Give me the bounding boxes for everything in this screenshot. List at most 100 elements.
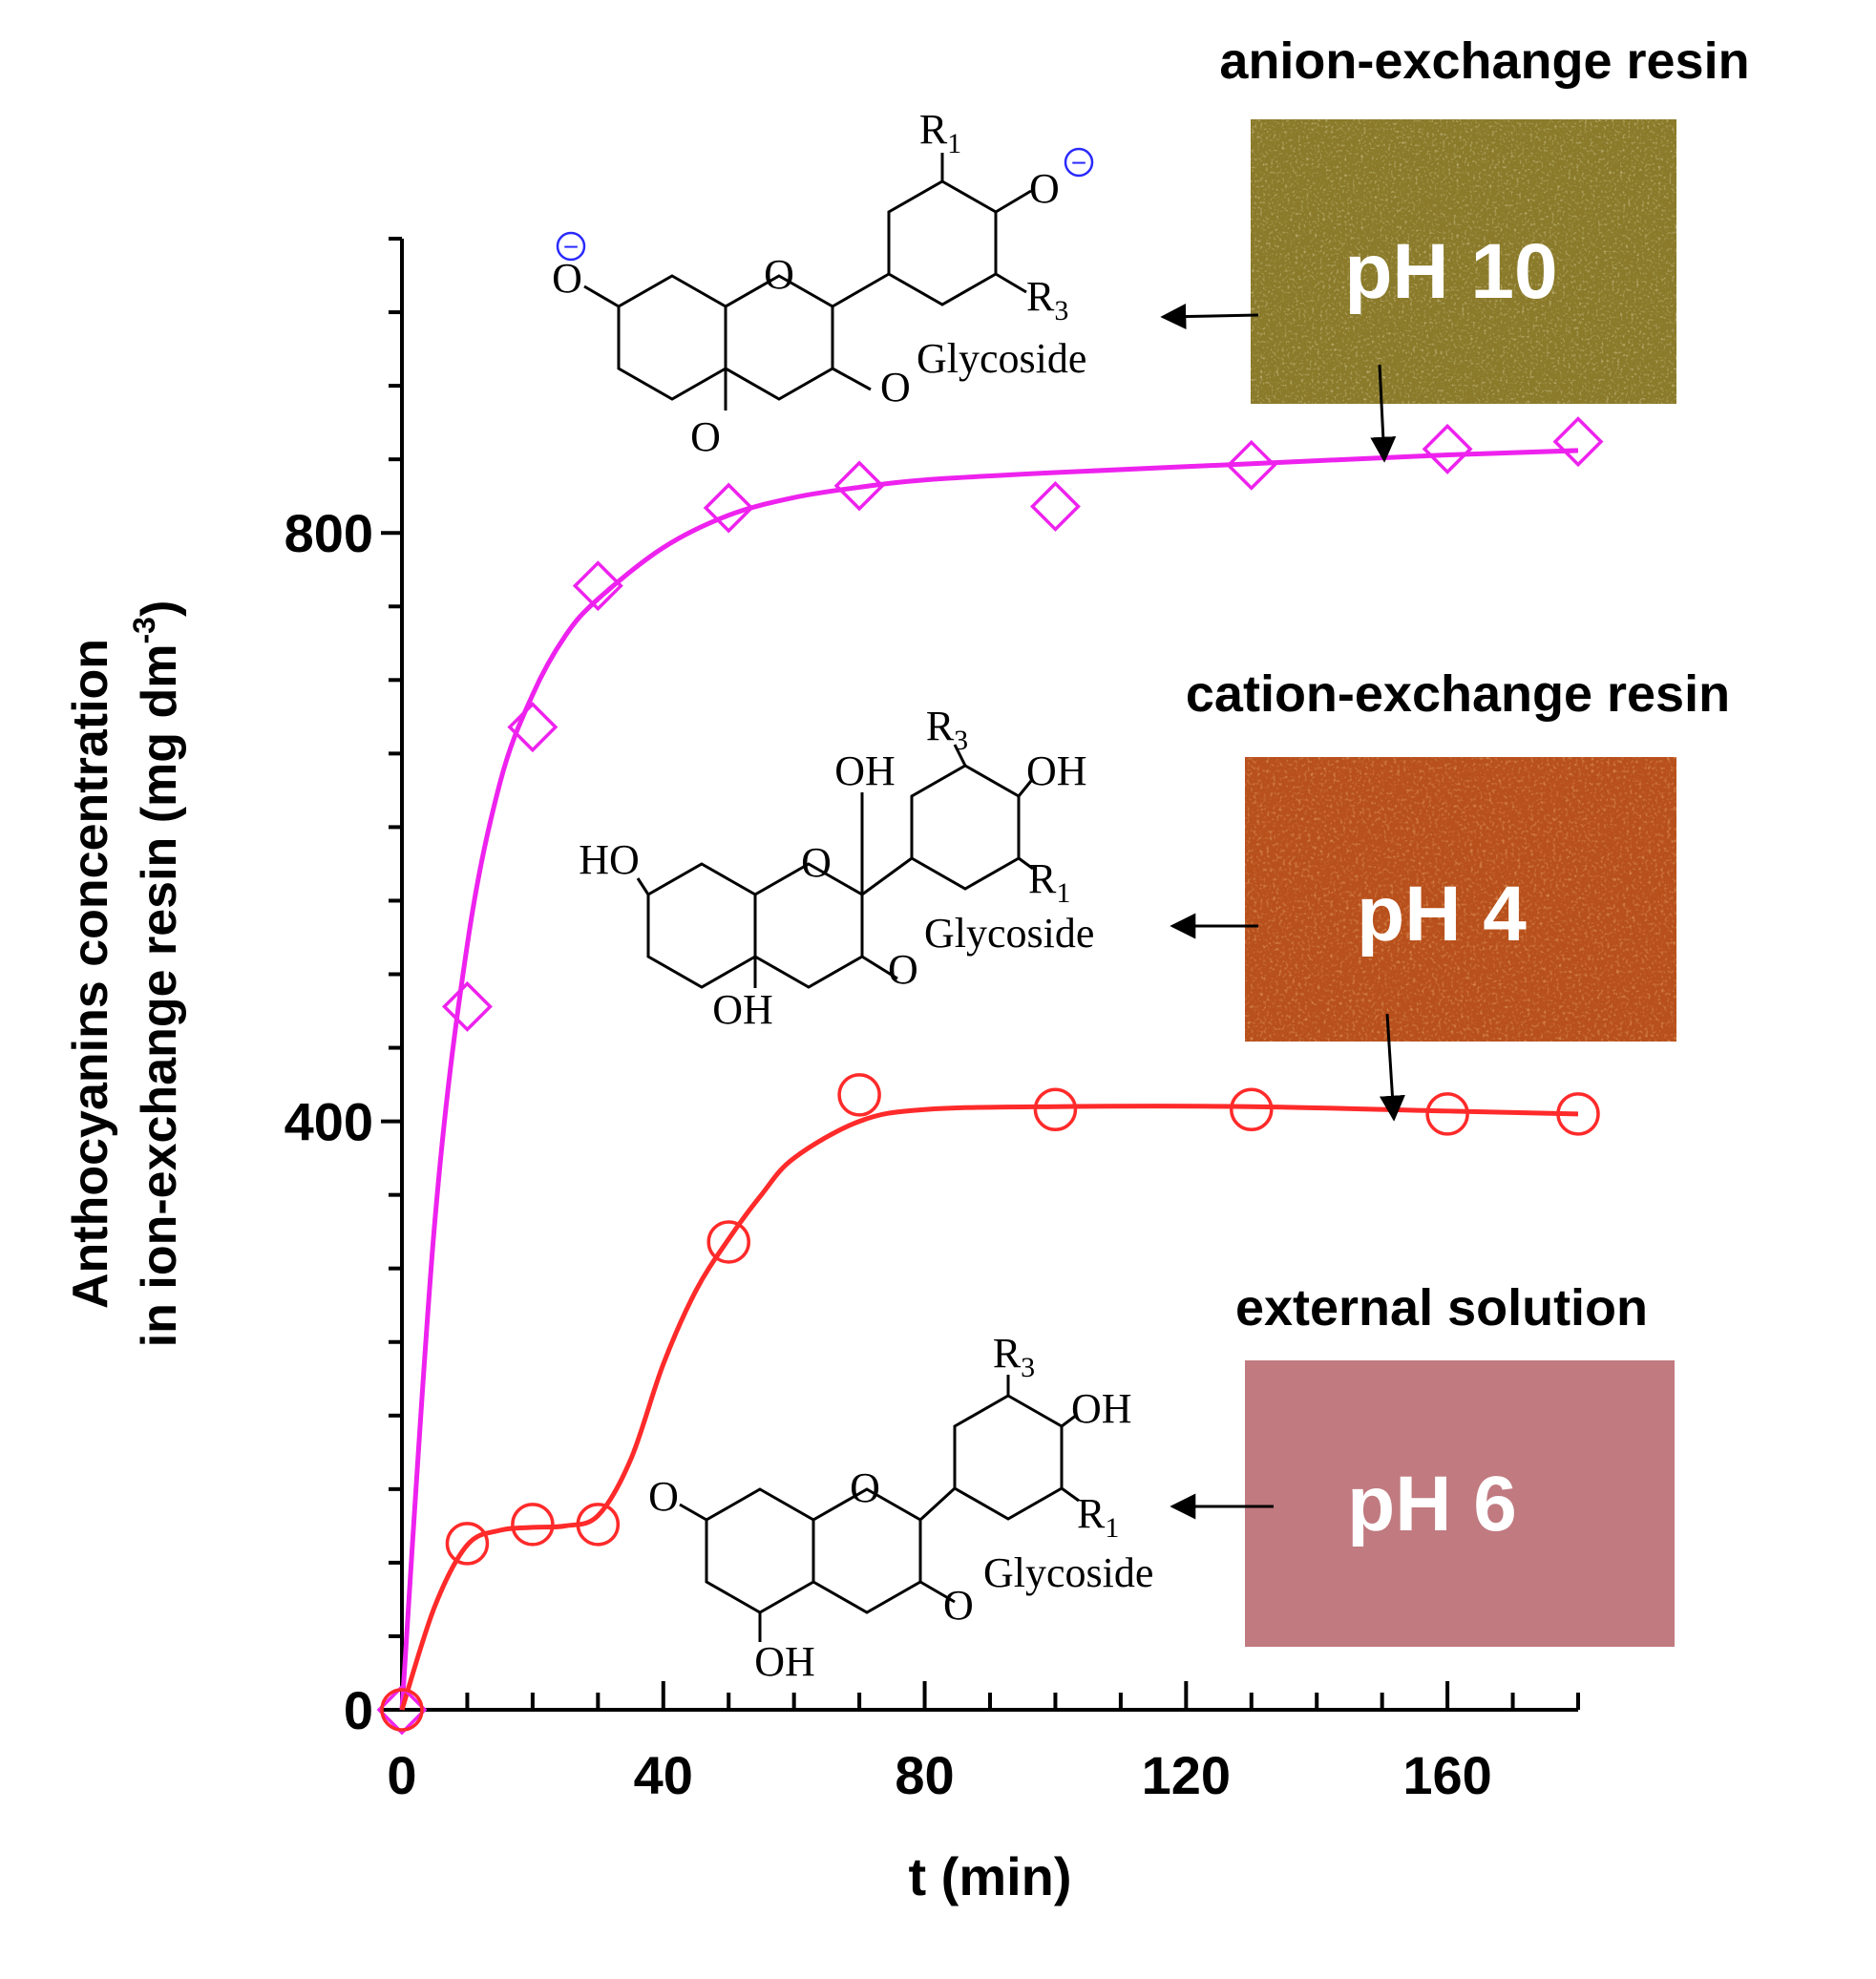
- circle-marker: [837, 1073, 881, 1117]
- cation-oh-c2: OH: [834, 747, 896, 794]
- anion-charge-1: −: [1071, 148, 1086, 178]
- circle-marker: [1556, 1092, 1600, 1136]
- y-tick-label: 400: [285, 1092, 373, 1152]
- diamond-marker: [572, 560, 623, 612]
- cation-ho-left: HO: [579, 836, 640, 883]
- cation-panel-title: cation-exchange resin: [1186, 665, 1730, 723]
- y-axis-ticks: [381, 237, 402, 1712]
- external-oh-bottom: OH: [754, 1638, 815, 1685]
- x-axis-tick-labels: 0 40 80 120 160: [387, 1745, 1491, 1805]
- anion-ph-label: pH 10: [1344, 228, 1557, 315]
- external-ring-o: O: [850, 1464, 880, 1511]
- circle-marker: [380, 1688, 424, 1732]
- diamond-marker: [1552, 416, 1604, 468]
- fit-curve-1: [399, 1104, 1579, 1711]
- y-axis-tick-labels: 0 400 800: [285, 503, 373, 1740]
- cation-ring-o: O: [801, 839, 832, 886]
- anion-ring-o: O: [764, 251, 794, 298]
- x-axis-label: t (min): [908, 1846, 1071, 1906]
- y-axis-label-line2: in ion-exchange resin (mg dm-3): [127, 600, 187, 1348]
- diamond-marker: [703, 482, 754, 534]
- circle-marker: [1230, 1087, 1274, 1132]
- diamond-marker: [1226, 439, 1277, 491]
- cation-oh-bottom: OH: [712, 986, 773, 1033]
- chart-area: 0 400 800 0 40 80 120 160 t (min) Anthocyanins…: [63, 237, 1604, 1906]
- external-panel-title: external solution: [1235, 1279, 1648, 1337]
- external-r-side: R1: [1077, 1490, 1119, 1544]
- anion-r-side: R3: [1026, 273, 1068, 326]
- cation-r-top: R3: [926, 703, 968, 756]
- anion-r-top: R1: [919, 106, 961, 159]
- cation-panel: cation-exchange resin pH 4 R3 OH OH R1 H…: [579, 665, 1730, 1122]
- x-tick-label: 0: [387, 1745, 416, 1805]
- y-tick-label: 800: [285, 503, 373, 563]
- anion-charge-2: −: [563, 232, 579, 262]
- external-r-top: R3: [993, 1330, 1035, 1383]
- external-structure: [679, 1375, 1080, 1642]
- cation-bond-c3-o: [861, 955, 898, 980]
- cation-bond-oh: [1017, 780, 1033, 797]
- fit-curves: [399, 448, 1579, 1711]
- x-tick-label: 120: [1142, 1745, 1231, 1805]
- external-panel: external solution pH 6 R3 OH R1 O O OH O…: [648, 1279, 1675, 1685]
- anion-ring-a: [617, 274, 727, 401]
- anion-bond-c3-o: [832, 367, 872, 391]
- cation-ph-label: pH 4: [1357, 871, 1527, 958]
- cation-bond-r3: [953, 744, 967, 767]
- external-oh-top: OH: [1071, 1385, 1132, 1432]
- x-tick-label: 40: [634, 1745, 693, 1805]
- fit-curve-0: [399, 448, 1579, 1711]
- cation-structure-labels: R3 OH OH R1 HO O OH O Glycoside: [579, 703, 1094, 1033]
- external-structure-labels: R3 OH R1 O O OH O Glycoside: [648, 1330, 1153, 1685]
- anion-structure-labels: R1 O R3 O O O O Glycoside − −: [552, 106, 1094, 460]
- circle-marker: [576, 1503, 621, 1547]
- anion-arrow-to-structure: [1160, 304, 1259, 330]
- cation-oh-top: OH: [1026, 747, 1087, 794]
- circle-marker: [1033, 1087, 1078, 1132]
- circle-marker: [445, 1522, 490, 1566]
- anion-carbonyl-o: O: [690, 413, 721, 460]
- external-bond-r1: [1061, 1486, 1080, 1503]
- cation-bond-ho: [636, 877, 650, 895]
- anion-panel: anion-exchange resin pH 10 R1 O R3 O O O…: [552, 32, 1750, 463]
- external-bond-oh: [1061, 1413, 1078, 1428]
- diamond-marker: [507, 702, 559, 753]
- anion-o-phenolate: O: [1029, 165, 1060, 212]
- cation-glycoside: Glycoside: [924, 910, 1094, 957]
- x-tick-label: 160: [1402, 1745, 1491, 1805]
- external-ph-label: pH 6: [1347, 1461, 1517, 1547]
- y-axis-label-line1: Anthocyanins concentration: [63, 639, 118, 1309]
- diamond-marker: [1422, 423, 1473, 474]
- anion-ring-b: [887, 179, 998, 306]
- cation-resin-texture: [1245, 757, 1676, 1042]
- external-ring-a: [705, 1487, 815, 1614]
- cation-ring-b: [910, 764, 1021, 891]
- cation-glyco-o: O: [888, 946, 918, 993]
- anion-arrow-to-curve: [1370, 364, 1397, 463]
- diamond-marker: [1029, 480, 1081, 532]
- external-o-left: O: [648, 1473, 679, 1520]
- external-bond-c3-o: [919, 1580, 956, 1604]
- cation-r-side: R1: [1028, 855, 1070, 909]
- data-markers: [376, 416, 1604, 1736]
- anion-resin-texture: [1251, 119, 1676, 404]
- cation-bond-r1: [1018, 856, 1034, 871]
- cation-bond-c2-b: [861, 856, 913, 896]
- x-tick-label: 80: [895, 1745, 954, 1805]
- external-bond-c2-b: [918, 1486, 957, 1522]
- anion-glycoside: Glycoside: [917, 335, 1086, 382]
- circle-marker: [511, 1503, 555, 1547]
- x-axis-ticks: [400, 1681, 1580, 1710]
- anion-bond-o4p: [995, 189, 1032, 214]
- external-ring-b: [953, 1394, 1064, 1521]
- cation-structure: [636, 744, 1034, 989]
- external-glyco-o: O: [943, 1582, 974, 1629]
- circle-marker: [1425, 1092, 1469, 1136]
- anion-glyco-o: O: [880, 364, 911, 411]
- cation-ring-a: [646, 862, 757, 989]
- y-axis-label: Anthocyanins concentration in ion-exchan…: [63, 600, 187, 1348]
- external-glycoside: Glycoside: [983, 1549, 1153, 1596]
- cation-arrow-to-curve: [1379, 1013, 1405, 1122]
- circle-marker: [706, 1220, 750, 1264]
- anion-charge-circle-2: [556, 231, 586, 262]
